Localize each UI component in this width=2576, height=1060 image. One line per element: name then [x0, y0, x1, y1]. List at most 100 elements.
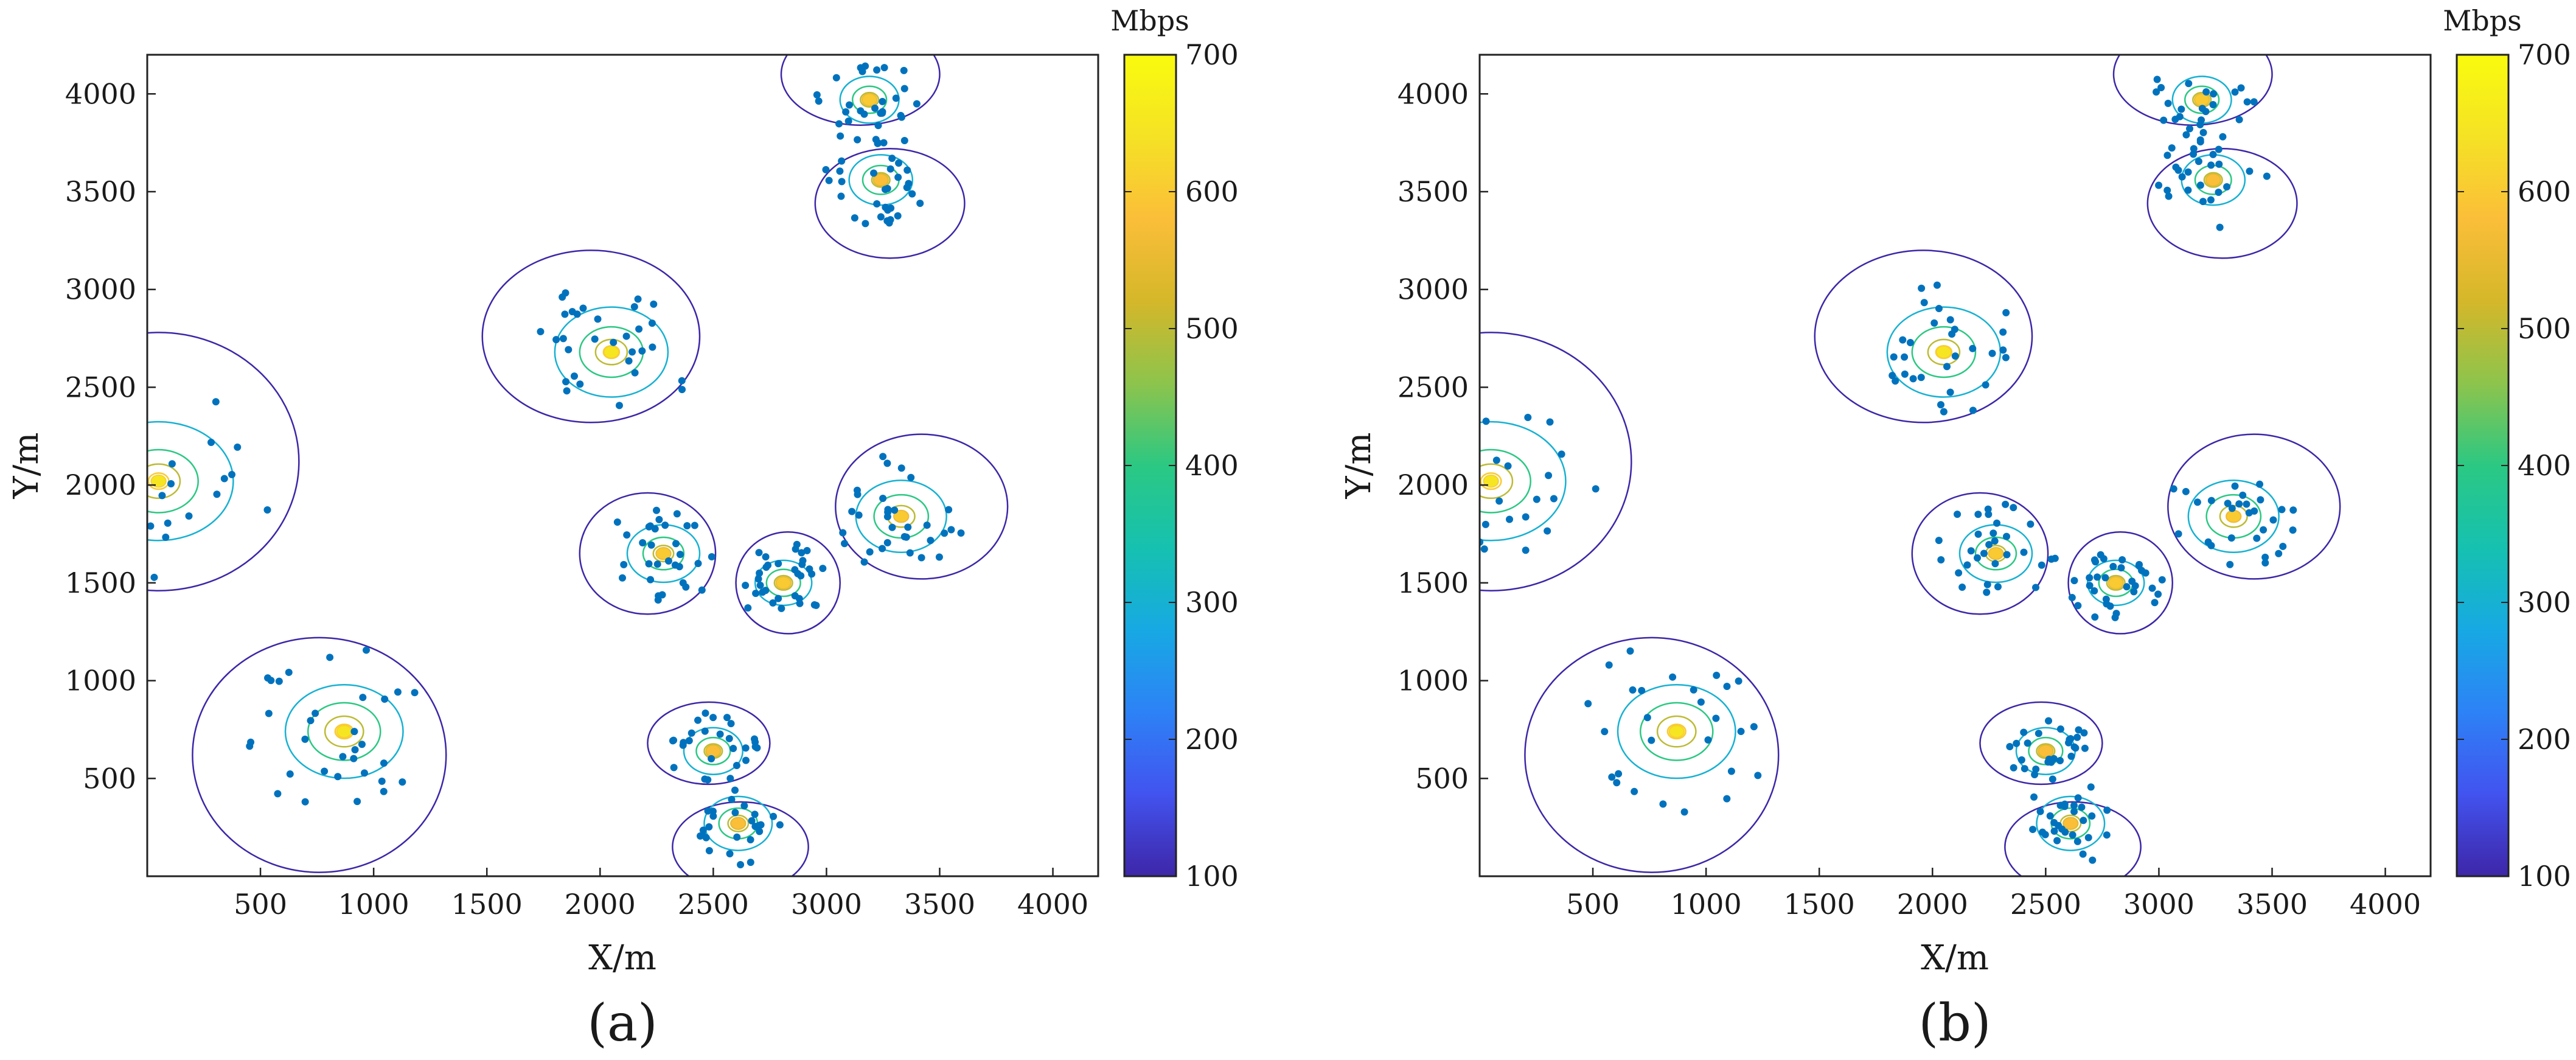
data-point [1723, 795, 1731, 803]
data-point [881, 186, 889, 194]
data-point [897, 111, 905, 119]
data-point [888, 523, 896, 531]
data-point [394, 688, 402, 696]
data-point [651, 525, 659, 533]
data-point [2235, 116, 2243, 124]
hotspot-H7 [1979, 701, 2103, 786]
hotspot-H7 [647, 701, 771, 786]
data-point [591, 335, 599, 343]
data-point [883, 459, 891, 467]
y-tick-label: 500 [1415, 762, 1469, 795]
data-point [263, 506, 271, 514]
contour-line [1979, 701, 2103, 786]
y-tick-label: 3000 [65, 273, 136, 306]
contour-line [2187, 479, 2280, 553]
data-point [634, 295, 642, 303]
data-point [1989, 529, 1997, 537]
data-point [2010, 504, 2017, 512]
panel-b-axes-frame [1478, 54, 2432, 877]
data-point [1967, 547, 1975, 555]
data-point [2219, 133, 2227, 141]
x-tick-label: 2000 [565, 888, 636, 921]
hotspot-H3 [1814, 249, 2033, 424]
data-point [698, 586, 706, 594]
data-point [2196, 138, 2204, 146]
data-point [2195, 158, 2202, 166]
data-point [670, 736, 678, 744]
data-point [579, 304, 587, 312]
peak-marker [150, 474, 167, 488]
data-point [2257, 496, 2264, 504]
data-point [917, 554, 925, 562]
x-tick-label: 1500 [1784, 888, 1855, 921]
contour-line [481, 249, 701, 424]
data-point [2190, 150, 2198, 158]
data-point [2253, 534, 2261, 542]
contour-line [147, 332, 300, 591]
data-point [1544, 527, 1551, 535]
data-point [903, 166, 911, 174]
data-point [866, 548, 874, 556]
data-point [150, 573, 158, 581]
data-point [353, 798, 361, 806]
panel-b-label: (b) [1918, 993, 1991, 1053]
data-point [860, 110, 868, 118]
data-point [728, 795, 736, 803]
data-point [2256, 480, 2264, 488]
data-point [1991, 537, 1999, 545]
data-point [1482, 417, 1490, 425]
hotspot-H2 [1524, 636, 1780, 873]
data-point [927, 537, 935, 545]
data-point [1495, 497, 1503, 505]
data-point [803, 546, 811, 554]
y-tick-label: 2000 [65, 469, 136, 501]
data-point [737, 860, 745, 868]
data-point [897, 464, 905, 472]
data-point [701, 775, 709, 783]
data-point [2186, 125, 2194, 133]
contour-line [2004, 801, 2142, 876]
data-point [1584, 700, 1592, 708]
data-point [2165, 192, 2173, 200]
colorbar-tick-label: 700 [2518, 38, 2571, 71]
contour-line [1639, 702, 1714, 761]
panel-b-colorbar-ticks: 100 200 300 400 500 600 700 [2457, 38, 2571, 893]
data-point [747, 859, 754, 866]
data-point [2250, 98, 2258, 106]
data-point [791, 592, 799, 600]
hotspot-H5 [735, 531, 841, 635]
data-point [1974, 530, 1982, 538]
data-point [1550, 495, 1558, 503]
data-point [756, 828, 764, 835]
data-point [2193, 498, 2201, 506]
data-point [2148, 584, 2156, 592]
data-point [748, 817, 756, 825]
peak-marker [2063, 817, 2079, 830]
contour-line [1814, 249, 2033, 424]
data-point [1690, 686, 1697, 694]
data-point [1969, 406, 1977, 414]
data-point [835, 120, 843, 128]
peak-marker [1988, 546, 2004, 560]
data-point [2227, 534, 2235, 542]
panel-a-x-axis-label: X/m [588, 938, 656, 978]
data-point [661, 521, 669, 529]
data-point [2177, 105, 2185, 113]
contour-line [1524, 636, 1780, 873]
data-point [158, 492, 166, 500]
data-point [855, 511, 863, 519]
data-point [726, 850, 734, 858]
contour-line [1617, 684, 1736, 779]
data-point [798, 549, 806, 557]
data-point [2199, 128, 2207, 136]
data-point [676, 551, 684, 559]
data-point [705, 846, 713, 854]
data-point [658, 591, 666, 599]
contour-line [647, 701, 771, 786]
data-point [2029, 826, 2037, 834]
data-point [2279, 542, 2287, 550]
data-point [2073, 837, 2081, 845]
data-point [678, 377, 686, 385]
data-point [2067, 734, 2075, 742]
data-point [2030, 793, 2038, 801]
